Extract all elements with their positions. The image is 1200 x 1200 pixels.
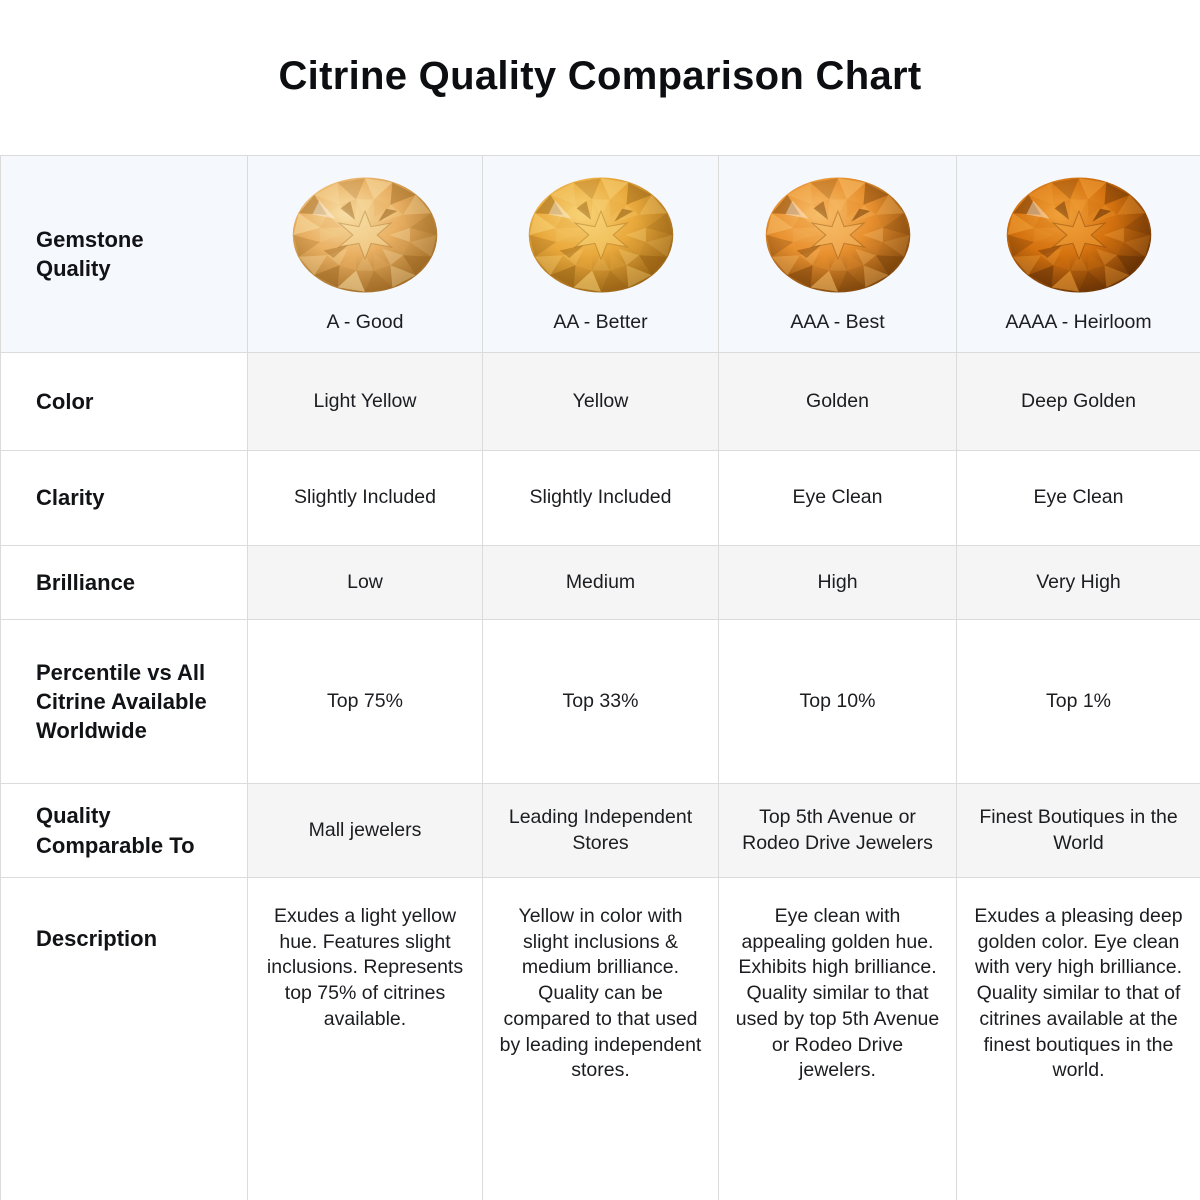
grade-label-aa-better: AA - Better <box>553 311 648 333</box>
grade-label-a-good: A - Good <box>326 311 404 333</box>
row-label-brilliance: Brilliance <box>36 569 136 595</box>
table-header-row: Gemstone Quality A - Good AA - Better AA… <box>0 155 1200 353</box>
cell-clarity-aa-better: Slightly Included <box>482 450 719 546</box>
row-label-color-cell: Color <box>0 352 248 451</box>
cell-quality-a-good: Mall jewelers <box>247 783 483 878</box>
cell-percentile-aa-better: Top 33% <box>482 619 719 784</box>
cell-percentile-aaa-best: Top 10% <box>718 619 957 784</box>
cell-percentile-a-good: Top 75% <box>247 619 483 784</box>
cell-brilliance-a-good: Low <box>247 545 483 620</box>
row-label-percentile-cell: Percentile vs All Citrine Available Worl… <box>0 619 248 784</box>
cell-color-aa-better: Yellow <box>482 352 719 451</box>
grade-cell-aaaa-heirloom: AAAA - Heirloom <box>956 155 1200 353</box>
citrine-gem-image-aaaa-heirloom <box>1005 176 1153 294</box>
grade-cell-aa-better: AA - Better <box>482 155 719 353</box>
row-label-color: Color <box>36 388 94 414</box>
cell-color-aaa-best: Golden <box>718 352 957 451</box>
citrine-gem-image-a-good <box>291 176 439 294</box>
row-label-percentile: Percentile vs All Citrine Available Worl… <box>36 659 207 744</box>
table-row-percentile: Percentile vs All Citrine Available Worl… <box>0 619 1200 784</box>
cell-brilliance-aaaa-heirloom: Very High <box>956 545 1200 620</box>
table-row-color: Color Light Yellow Yellow Golden Deep Go… <box>0 352 1200 451</box>
cell-brilliance-aa-better: Medium <box>482 545 719 620</box>
row-label-clarity-cell: Clarity <box>0 450 248 546</box>
cell-color-a-good: Light Yellow <box>247 352 483 451</box>
cell-description-a-good: Exudes a light yellow hue. Features slig… <box>247 877 483 1200</box>
citrine-gem-image-aaa-best <box>764 176 912 294</box>
cell-brilliance-aaa-best: High <box>718 545 957 620</box>
grade-label-aaa-best: AAA - Best <box>790 311 885 333</box>
row-label-quality-comparable-cell: Quality Comparable To <box>0 783 248 878</box>
corner-label: Gemstone Quality <box>36 226 144 281</box>
grade-cell-aaa-best: AAA - Best <box>718 155 957 353</box>
row-label-quality-comparable: Quality Comparable To <box>36 803 195 858</box>
table-row-clarity: Clarity Slightly Included Slightly Inclu… <box>0 450 1200 546</box>
row-label-description-cell: Description <box>0 877 248 1200</box>
citrine-comparison-table: Gemstone Quality A - Good AA - Better AA… <box>0 155 1200 1200</box>
row-label-brilliance-cell: Brilliance <box>0 545 248 620</box>
cell-color-aaaa-heirloom: Deep Golden <box>956 352 1200 451</box>
page-title: Citrine Quality Comparison Chart <box>278 54 922 98</box>
grade-cell-a-good: A - Good <box>247 155 483 353</box>
grade-label-aaaa-heirloom: AAAA - Heirloom <box>1005 311 1152 333</box>
cell-quality-aaaa-heirloom: Finest Boutiques in the World <box>956 783 1200 878</box>
table-row-quality-comparable: Quality Comparable To Mall jewelers Lead… <box>0 783 1200 878</box>
cell-description-aa-better: Yellow in color with slight inclusions &… <box>482 877 719 1200</box>
cell-percentile-aaaa-heirloom: Top 1% <box>956 619 1200 784</box>
row-label-description: Description <box>36 926 158 951</box>
cell-clarity-a-good: Slightly Included <box>247 450 483 546</box>
cell-quality-aa-better: Leading Independent Stores <box>482 783 719 878</box>
cell-clarity-aaaa-heirloom: Eye Clean <box>956 450 1200 546</box>
table-row-brilliance: Brilliance Low Medium High Very High <box>0 545 1200 620</box>
citrine-gem-image-aa-better <box>527 176 675 294</box>
cell-description-aaa-best: Eye clean with appealing golden hue. Exh… <box>718 877 957 1200</box>
cell-quality-aaa-best: Top 5th Avenue or Rodeo Drive Jewelers <box>718 783 957 878</box>
corner-label-cell: Gemstone Quality <box>0 155 248 353</box>
cell-description-aaaa-heirloom: Exudes a pleasing deep golden color. Eye… <box>956 877 1200 1200</box>
table-row-description: Description Exudes a light yellow hue. F… <box>0 877 1200 1200</box>
cell-clarity-aaa-best: Eye Clean <box>718 450 957 546</box>
row-label-clarity: Clarity <box>36 485 105 511</box>
